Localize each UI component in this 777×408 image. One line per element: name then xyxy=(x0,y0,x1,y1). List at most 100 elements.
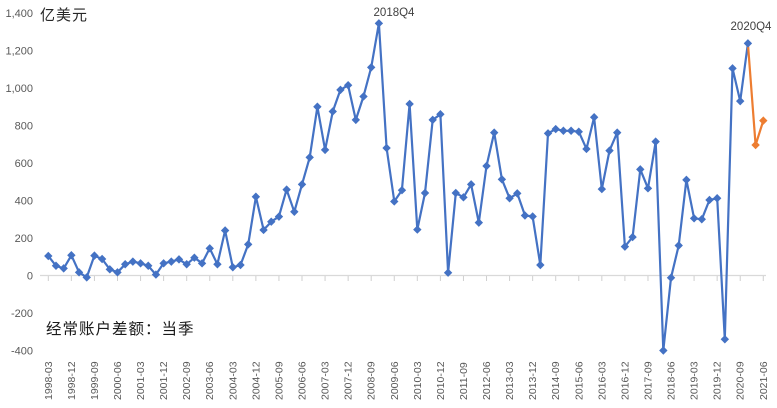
data-point-marker xyxy=(466,180,476,189)
data-point-marker xyxy=(551,124,560,134)
data-point-marker xyxy=(44,251,53,261)
data-point-marker xyxy=(236,260,245,270)
x-axis-tick-label: 2004-03 xyxy=(227,361,239,400)
data-point-marker xyxy=(82,273,91,282)
data-point-marker xyxy=(597,184,607,194)
data-point-marker xyxy=(366,63,376,72)
x-axis-tick-label: 2011-09 xyxy=(458,362,470,400)
x-axis-tick-label: 2013-12 xyxy=(527,361,539,400)
x-axis-tick-label: 2019-03 xyxy=(689,361,701,400)
data-point-marker xyxy=(197,259,207,268)
data-point-marker xyxy=(205,244,214,253)
data-point-marker xyxy=(128,257,138,266)
y-axis-tick-label: 400 xyxy=(15,196,33,208)
y-axis-tick-label: 1,400 xyxy=(5,8,33,20)
data-point-marker xyxy=(643,184,653,193)
y-axis-tick-label: -200 xyxy=(11,308,33,320)
data-point-marker xyxy=(543,129,553,138)
data-point-marker xyxy=(267,217,276,226)
x-axis-tick-label: 2012-06 xyxy=(481,361,493,400)
data-point-marker xyxy=(274,212,284,221)
x-axis-tick-label: 2010-03 xyxy=(412,361,424,400)
data-point-marker xyxy=(490,128,499,137)
data-point-marker xyxy=(313,102,322,111)
data-point-marker xyxy=(113,268,122,277)
data-point-marker xyxy=(320,145,330,155)
data-point-marker xyxy=(151,270,161,279)
data-point-marker xyxy=(482,161,491,171)
x-axis-tick-label: 2015-06 xyxy=(573,361,585,400)
x-axis-tick-label: 2016-12 xyxy=(619,361,631,400)
annotation-2018q4: 2018Q4 xyxy=(373,7,415,19)
data-point-marker xyxy=(682,175,691,185)
data-point-marker xyxy=(428,115,437,125)
data-point-marker xyxy=(382,143,391,153)
data-point-marker xyxy=(474,218,484,227)
data-point-marker xyxy=(359,92,368,101)
series-line-main xyxy=(47,22,749,352)
data-point-marker xyxy=(336,85,345,95)
data-point-marker xyxy=(51,261,61,270)
annotation-2020q4: 2020Q4 xyxy=(730,21,772,33)
data-point-marker xyxy=(136,259,145,268)
data-point-marker xyxy=(605,146,614,155)
data-point-marker xyxy=(390,197,399,206)
data-point-marker xyxy=(697,215,706,224)
data-point-marker xyxy=(343,80,353,90)
y-axis-unit-label: 亿美元 xyxy=(40,7,89,24)
x-axis-tick-label: 2007-03 xyxy=(320,361,332,400)
y-axis-tick-label: 1,200 xyxy=(5,46,33,58)
data-point-marker xyxy=(67,251,76,260)
data-point-marker xyxy=(443,268,453,277)
data-point-marker xyxy=(59,264,68,273)
data-point-marker xyxy=(144,261,153,270)
data-point-marker xyxy=(659,346,668,355)
data-point-marker xyxy=(497,175,507,184)
data-point-marker xyxy=(451,188,460,198)
data-point-marker xyxy=(213,260,222,269)
x-axis-tick-label: 2003-06 xyxy=(204,361,216,400)
x-axis-tick-label: 2016-03 xyxy=(596,361,608,400)
data-point-marker xyxy=(190,253,199,262)
data-point-marker xyxy=(436,110,445,119)
data-point-marker xyxy=(720,335,730,344)
x-axis-tick-label: 2021-06 xyxy=(758,361,770,400)
data-point-marker xyxy=(182,260,191,269)
data-point-marker xyxy=(574,127,583,136)
data-point-marker xyxy=(589,113,599,122)
data-point-marker xyxy=(305,153,314,162)
x-axis-tick-label: 2006-06 xyxy=(297,361,309,400)
x-axis-tick-label: 1999-09 xyxy=(89,361,101,400)
data-point-marker xyxy=(743,39,753,48)
data-point-marker xyxy=(413,225,422,234)
x-axis-tick-label: 2001-03 xyxy=(135,361,147,400)
series-line-highlight xyxy=(746,43,765,147)
data-point-marker xyxy=(582,144,591,154)
data-point-marker xyxy=(420,188,430,198)
data-point-marker xyxy=(259,225,268,235)
data-point-marker xyxy=(505,194,514,203)
y-axis-tick-label: -400 xyxy=(11,346,33,358)
data-point-marker xyxy=(751,140,760,150)
data-point-marker xyxy=(251,192,261,201)
data-point-marker xyxy=(405,99,414,109)
data-point-marker xyxy=(559,126,568,135)
data-point-marker xyxy=(528,212,537,221)
data-point-marker xyxy=(459,193,468,202)
series-title: 经常账户差额：当季 xyxy=(46,321,195,338)
y-axis-tick-label: 800 xyxy=(15,121,33,133)
x-axis-tick-label: 2019-12 xyxy=(712,361,724,400)
x-axis-tick-label: 2010-12 xyxy=(435,361,447,400)
x-axis-tick-label: 2020-09 xyxy=(735,361,747,400)
data-point-marker xyxy=(228,263,238,272)
y-axis-tick-label: 200 xyxy=(15,233,33,245)
data-point-marker xyxy=(689,214,699,223)
x-axis-tick-label: 2017-09 xyxy=(642,361,654,400)
data-point-marker xyxy=(397,185,407,195)
data-point-marker xyxy=(620,242,630,251)
x-axis-tick-label: 2013-03 xyxy=(504,361,516,400)
x-axis-tick-label: 1998-12 xyxy=(66,361,78,400)
data-point-marker xyxy=(351,115,361,125)
